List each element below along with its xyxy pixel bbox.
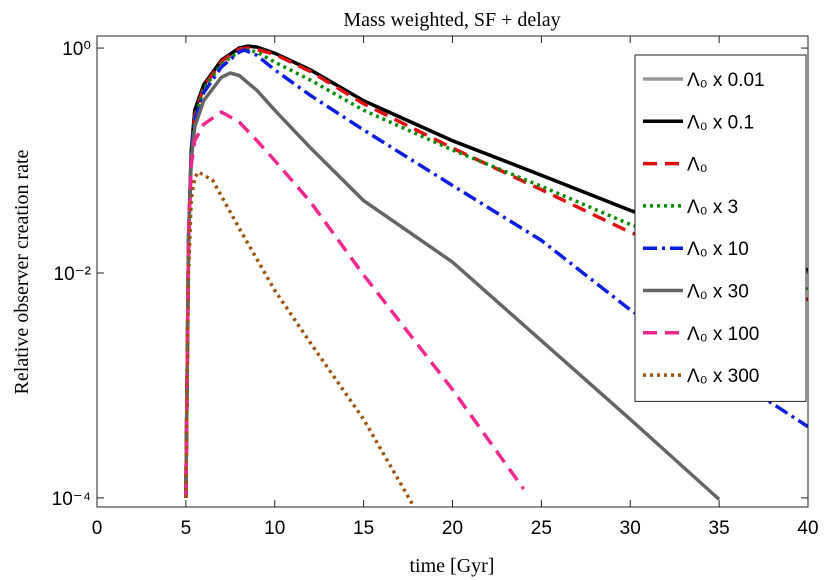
x-tick-label: 20 <box>442 518 463 539</box>
x-tick-label: 25 <box>531 518 552 539</box>
series-line <box>184 48 808 498</box>
x-tick-label: 10 <box>264 518 285 539</box>
chart-title: Mass weighted, SF + delay <box>343 9 560 31</box>
legend-label: Λ₀ x 0.01 <box>687 70 765 91</box>
legend-label: Λ₀ x 10 <box>687 239 749 260</box>
series-line <box>184 48 808 498</box>
plot-area <box>184 44 808 507</box>
x-tick-label: 30 <box>620 518 641 539</box>
x-axis-label: time [Gyr] <box>410 555 495 577</box>
legend-label: Λ₀ x 100 <box>687 324 759 345</box>
legend-label: Λ₀ x 30 <box>687 282 749 303</box>
series-line <box>184 109 526 498</box>
legend-box <box>634 54 807 402</box>
y-tick-label: 10⁰ <box>62 39 91 60</box>
x-tick-label: 15 <box>353 518 374 539</box>
legend-label: Λ₀ x 0.1 <box>687 112 754 133</box>
series-line <box>184 169 415 507</box>
x-tick-label: 35 <box>709 518 730 539</box>
x-tick-label: 0 <box>92 518 103 539</box>
y-axis-label: Relative observer creation rate <box>11 149 33 394</box>
legend-label: Λ₀ x 3 <box>687 197 738 218</box>
legend-label: Λ₀ <box>687 155 708 176</box>
x-tick-label: 5 <box>181 518 192 539</box>
y-tick-label: 10⁻⁴ <box>52 489 91 510</box>
legend-label: Λ₀ x 300 <box>687 366 759 387</box>
y-tick-label: 10⁻² <box>54 264 92 285</box>
x-tick-label: 40 <box>797 518 818 539</box>
